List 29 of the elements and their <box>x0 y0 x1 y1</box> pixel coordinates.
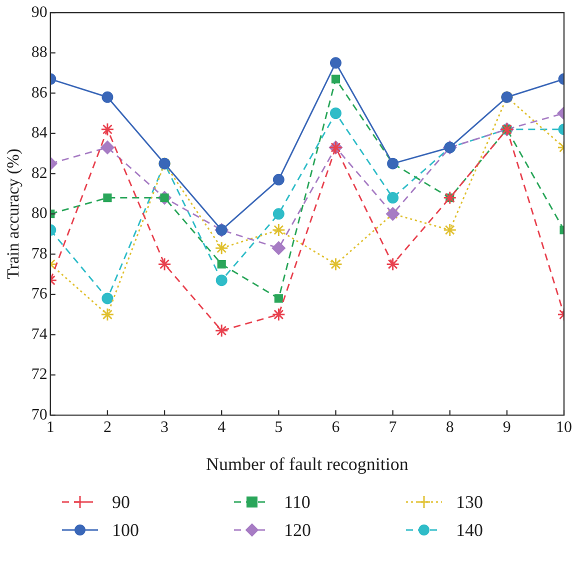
x-tick-label: 1 <box>46 419 54 436</box>
y-tick-label: 86 <box>31 84 48 102</box>
y-tick-label: 80 <box>31 205 48 222</box>
y-axis-title: Train accuracy (%) <box>4 148 23 280</box>
x-tick-label: 8 <box>446 419 454 436</box>
legend-label: 100 <box>112 520 139 540</box>
y-tick-label: 70 <box>31 406 48 424</box>
y-tick-label: 72 <box>31 366 48 384</box>
x-tick-label: 5 <box>274 419 283 436</box>
y-tick-label: 74 <box>31 326 48 343</box>
legend-label: 130 <box>456 492 483 512</box>
x-tick-label: 6 <box>332 419 340 436</box>
y-tick-label: 88 <box>31 44 48 62</box>
y-tick-label: 90 <box>31 4 48 21</box>
x-tick-label: 10 <box>556 419 572 436</box>
y-tick-label: 78 <box>31 245 48 262</box>
y-tick-label: 82 <box>31 164 48 182</box>
legend-label: 110 <box>284 492 310 512</box>
y-tick-label: 76 <box>31 286 48 303</box>
x-axis-title: Number of fault recognition <box>206 454 408 474</box>
x-tick-label: 7 <box>388 419 397 436</box>
legend-label: 140 <box>456 520 483 540</box>
legend-label: 120 <box>284 520 311 540</box>
legend-label: 90 <box>112 492 130 512</box>
x-tick-label: 9 <box>502 419 511 436</box>
x-tick-label: 4 <box>218 419 226 436</box>
x-tick-label: 2 <box>103 419 112 436</box>
y-tick-label: 84 <box>31 124 48 142</box>
x-tick-label: 3 <box>160 419 169 436</box>
